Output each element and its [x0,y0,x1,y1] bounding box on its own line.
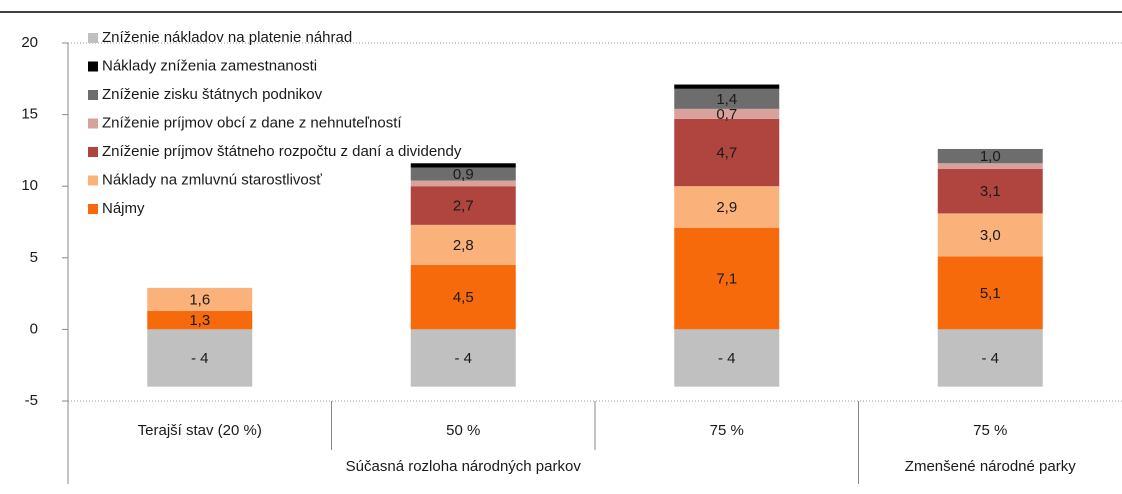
bar-segment [147,287,253,311]
bar-segment [674,329,780,387]
data-label: - 4 [454,350,472,367]
group-label: Súčasná rozloha národných parkov [346,458,582,475]
data-label: 1,6 [189,291,210,308]
data-label: 0,9 [453,166,474,183]
legend-label: Zníženie zisku štátnych podnikov [102,86,323,103]
data-label: 5,1 [980,285,1001,302]
bar-segment [410,264,516,330]
bar-segment [937,256,1043,330]
legend-swatch [88,204,98,214]
data-label: 2,7 [453,198,474,215]
data-label: - 4 [718,350,736,367]
bar-segment [674,108,780,119]
bar-segment [674,84,780,89]
data-label: 2,9 [716,199,737,216]
legend-swatch [88,175,98,186]
legend-swatch [88,61,98,72]
bar-segment [937,163,1043,170]
legend-swatch [88,33,98,43]
bar-segment [937,169,1043,214]
y-tick-label: 0 [30,320,38,337]
data-label: 0,7 [716,106,737,123]
bar-segment [674,227,780,330]
legend-label: Náklady zníženia zamestnanosti [102,57,317,74]
bar-segment [674,186,780,228]
bar-segment [674,88,780,109]
data-label: 1,4 [716,91,737,108]
x-tick-label: 75 % [710,422,744,439]
bar-segment [410,163,516,168]
y-tick-label: 20 [21,34,38,51]
legend-swatch [88,118,98,129]
x-tick-label: 50 % [446,422,480,439]
x-tick-label: 75 % [973,422,1007,439]
y-tick-label: 10 [21,177,38,194]
legend-label: Zníženie príjmov štátneho rozpočtu z dan… [102,143,462,160]
data-label: 1,3 [189,312,210,329]
bar-segment [147,329,253,387]
data-label: 7,1 [716,271,737,288]
bar-segment [937,148,1043,164]
y-tick-label: 15 [21,106,38,123]
bar-segment [410,329,516,387]
x-tick-label: Terajší stav (20 %) [138,422,262,439]
bar-segment [410,186,516,225]
group-label: Zmenšené národné parky [905,458,1076,475]
legend-label: Zníženie nákladov na platenie náhrad [102,29,352,46]
data-label: 4,7 [716,145,737,162]
data-label: 3,0 [980,227,1001,244]
bar-segment [937,213,1043,257]
legend-label: Náklady na zmluvnú starostlivosť [102,171,322,188]
data-label: 4,5 [453,289,474,306]
bar-segment [410,167,516,181]
bar-segment [410,224,516,265]
data-label: - 4 [191,350,209,367]
data-label: - 4 [981,350,999,367]
y-tick-label: -5 [25,392,38,409]
legend-swatch [88,147,98,157]
data-label: 2,8 [453,237,474,254]
legend-swatch [88,90,98,100]
legend-label: Zníženie príjmov obcí z dane z nehnuteľn… [102,114,402,131]
legend-label: Nájmy [102,200,145,217]
bar-segment [147,310,253,330]
y-tick-label: 5 [30,249,38,266]
data-label: 1,0 [980,148,1001,165]
bar-segment [674,118,780,187]
bar-segment [937,329,1043,387]
bar-segment [410,180,516,187]
data-label: 3,1 [980,183,1001,200]
